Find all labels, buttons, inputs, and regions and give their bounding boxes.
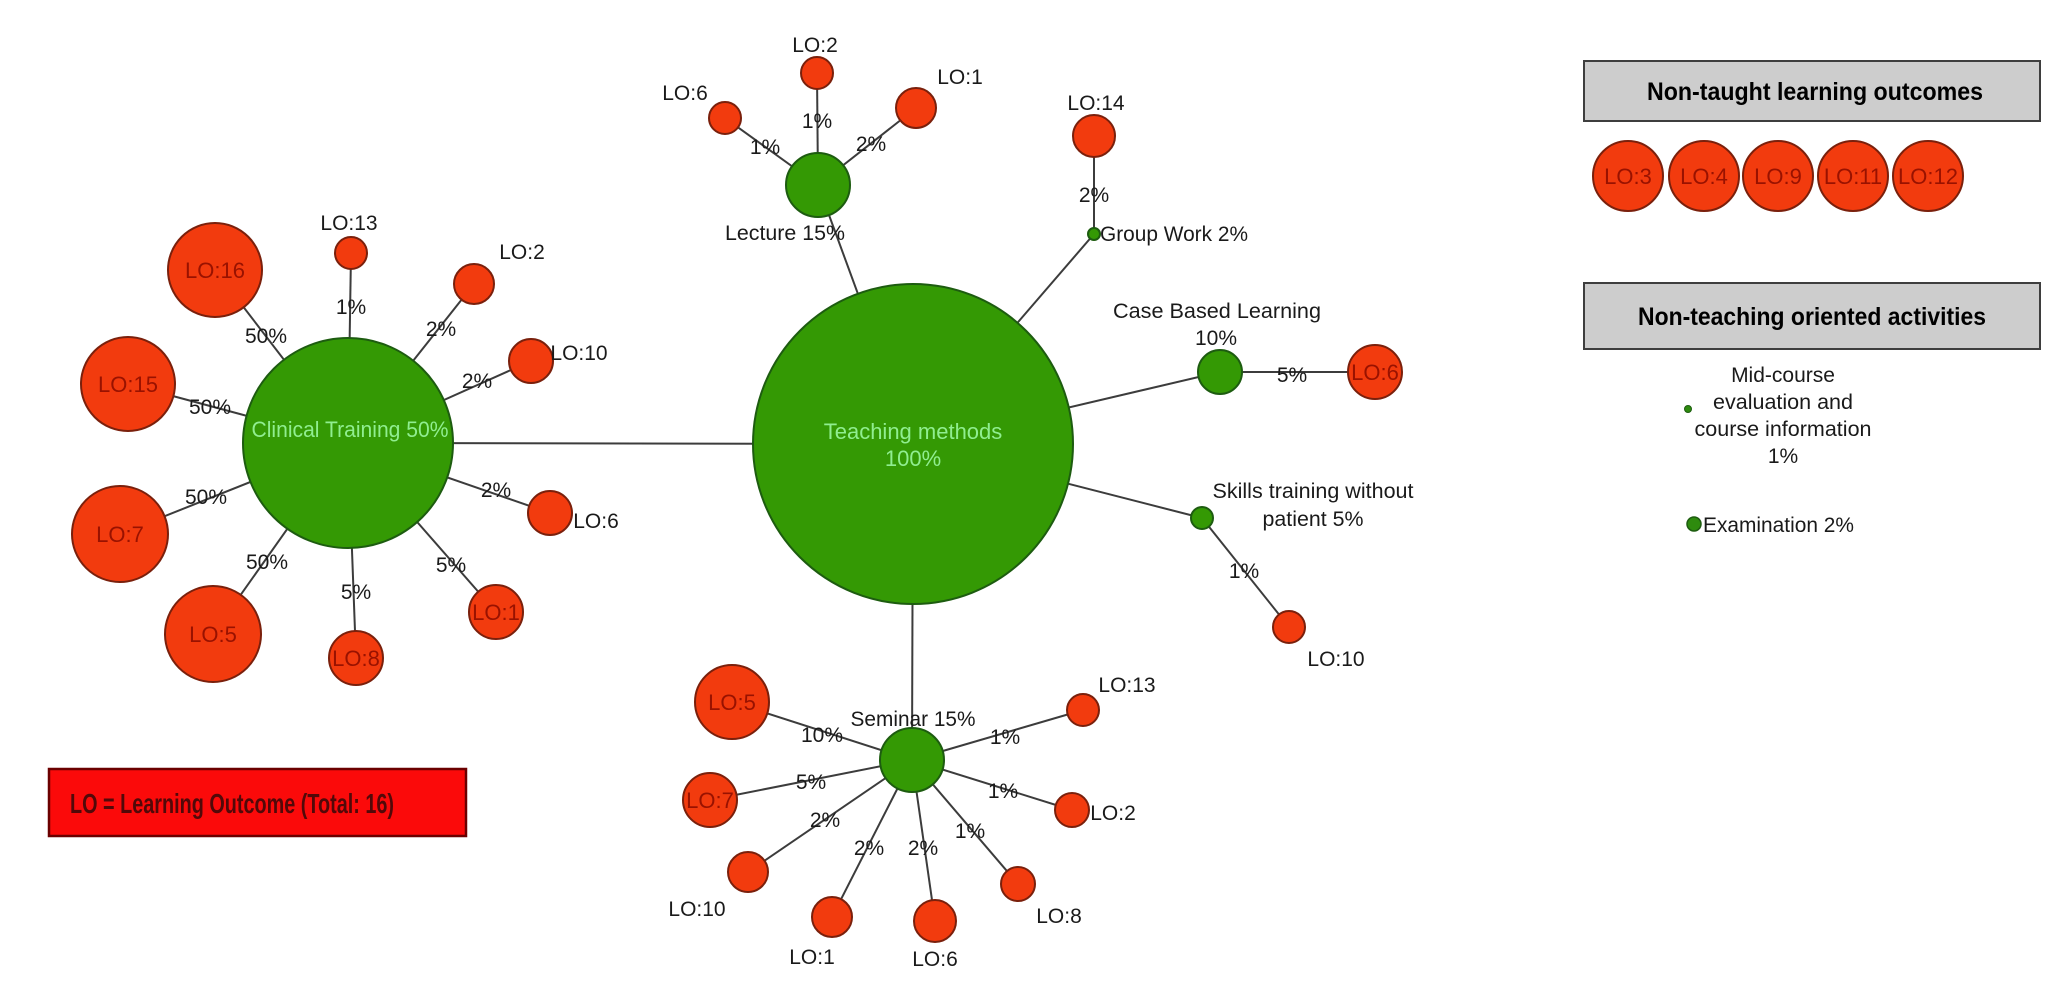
- svg-text:Non-taught learning outcomes: Non-taught learning outcomes: [1647, 78, 1983, 106]
- svg-text:LO:14: LO:14: [1067, 92, 1125, 115]
- svg-text:1%: 1%: [1768, 445, 1798, 468]
- svg-text:LO:11: LO:11: [1824, 164, 1882, 189]
- svg-text:Teaching methods: Teaching methods: [824, 419, 1003, 444]
- svg-text:2%: 2%: [426, 318, 456, 341]
- svg-text:5%: 5%: [1277, 364, 1307, 387]
- svg-text:50%: 50%: [189, 396, 231, 419]
- svg-text:LO = Learning Outcome (Total:: LO = Learning Outcome (Total: 16): [70, 788, 394, 819]
- svg-text:5%: 5%: [436, 554, 466, 577]
- svg-text:LO:8: LO:8: [1036, 905, 1082, 928]
- svg-text:LO:5: LO:5: [189, 622, 237, 647]
- svg-text:Clinical Training 50%: Clinical Training 50%: [252, 417, 449, 442]
- svg-text:LO:6: LO:6: [912, 948, 958, 971]
- svg-text:Lecture 15%: Lecture 15%: [725, 222, 845, 245]
- svg-text:1%: 1%: [955, 820, 985, 843]
- svg-text:LO:2: LO:2: [792, 34, 838, 57]
- svg-text:50%: 50%: [246, 551, 288, 574]
- svg-text:Group Work 2%: Group Work 2%: [1100, 223, 1248, 246]
- svg-text:Seminar 15%: Seminar 15%: [851, 708, 976, 731]
- svg-text:LO:6: LO:6: [573, 510, 619, 533]
- svg-text:LO:10: LO:10: [550, 342, 607, 365]
- svg-text:Examination 2%: Examination 2%: [1703, 514, 1854, 537]
- svg-text:evaluation and: evaluation and: [1713, 391, 1853, 414]
- svg-text:1%: 1%: [990, 726, 1020, 749]
- svg-text:50%: 50%: [185, 486, 227, 509]
- svg-text:50%: 50%: [245, 325, 287, 348]
- svg-text:5%: 5%: [341, 581, 371, 604]
- svg-text:2%: 2%: [1079, 184, 1109, 207]
- svg-text:LO:7: LO:7: [96, 522, 144, 547]
- svg-text:LO:1: LO:1: [789, 946, 835, 969]
- svg-text:LO:7: LO:7: [686, 788, 734, 813]
- svg-text:LO:6: LO:6: [662, 82, 708, 105]
- svg-text:2%: 2%: [854, 837, 884, 860]
- svg-text:1%: 1%: [336, 296, 366, 319]
- svg-text:patient 5%: patient 5%: [1263, 508, 1364, 531]
- svg-text:LO:3: LO:3: [1604, 164, 1652, 189]
- svg-text:Skills training without: Skills training without: [1213, 480, 1414, 503]
- svg-text:LO:12: LO:12: [1898, 164, 1958, 189]
- svg-text:1%: 1%: [1229, 560, 1259, 583]
- svg-text:LO:10: LO:10: [668, 898, 725, 921]
- svg-text:LO:8: LO:8: [332, 646, 380, 671]
- svg-text:1%: 1%: [750, 136, 780, 159]
- svg-text:5%: 5%: [796, 771, 826, 794]
- svg-text:LO:2: LO:2: [499, 241, 545, 264]
- svg-text:LO:4: LO:4: [1680, 164, 1728, 189]
- svg-text:2%: 2%: [908, 837, 938, 860]
- svg-text:10%: 10%: [801, 724, 843, 747]
- svg-text:LO:15: LO:15: [98, 372, 158, 397]
- svg-text:LO:6: LO:6: [1351, 360, 1399, 385]
- svg-text:LO:2: LO:2: [1090, 802, 1136, 825]
- svg-text:Case Based Learning: Case Based Learning: [1113, 300, 1321, 323]
- svg-text:10%: 10%: [1195, 327, 1237, 350]
- svg-text:2%: 2%: [856, 133, 886, 156]
- svg-text:2%: 2%: [810, 809, 840, 832]
- svg-text:100%: 100%: [885, 446, 941, 471]
- svg-text:LO:1: LO:1: [937, 66, 983, 89]
- svg-text:course information: course information: [1695, 418, 1872, 441]
- svg-text:2%: 2%: [481, 479, 511, 502]
- svg-text:Mid-course: Mid-course: [1731, 364, 1835, 387]
- svg-text:LO:10: LO:10: [1307, 648, 1364, 671]
- svg-text:LO:1: LO:1: [472, 600, 520, 625]
- svg-text:Non-teaching oriented activiti: Non-teaching oriented activities: [1638, 303, 1986, 331]
- svg-text:LO:13: LO:13: [1098, 674, 1155, 697]
- svg-text:1%: 1%: [802, 110, 832, 133]
- svg-text:LO:9: LO:9: [1754, 164, 1802, 189]
- svg-text:2%: 2%: [462, 370, 492, 393]
- svg-text:LO:16: LO:16: [185, 258, 245, 283]
- svg-text:LO:13: LO:13: [320, 212, 377, 235]
- svg-text:LO:5: LO:5: [708, 690, 756, 715]
- svg-text:1%: 1%: [988, 780, 1018, 803]
